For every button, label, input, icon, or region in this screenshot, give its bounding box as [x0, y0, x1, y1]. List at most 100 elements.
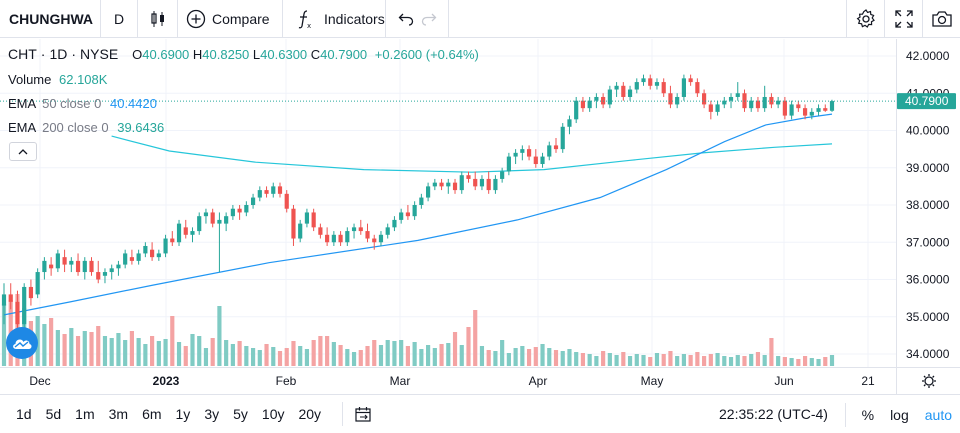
volume-bar	[493, 351, 498, 366]
legend-ticker: CHT	[8, 46, 37, 62]
volume-legend[interactable]: Volume 62.108K	[8, 72, 107, 87]
volume-bar	[439, 344, 444, 366]
chart-type-button[interactable]	[138, 0, 178, 38]
candle-body	[82, 260, 87, 273]
volume-bar	[634, 354, 639, 366]
volume-bar	[190, 334, 195, 366]
log-scale-button[interactable]: log	[890, 406, 909, 423]
fullscreen-icon	[894, 10, 913, 28]
symbol-search-button[interactable]: CHUNGHWA	[0, 0, 101, 38]
redo-icon[interactable]	[421, 12, 437, 26]
ema200-legend[interactable]: EMA 200 close 0 39.6436	[8, 120, 164, 135]
volume-bar	[574, 352, 579, 366]
volume-bar	[749, 354, 754, 366]
volume-bar	[42, 324, 47, 366]
volume-bar	[55, 330, 60, 366]
range-6m-button[interactable]: 6m	[142, 406, 162, 422]
candle-body	[540, 156, 545, 165]
volume-bar	[479, 346, 485, 366]
volume-bar	[156, 341, 161, 366]
candle-body	[190, 231, 195, 235]
range-1d-button[interactable]: 1d	[16, 406, 32, 422]
time-label-21: 21	[861, 374, 875, 388]
volume-bar	[661, 354, 666, 366]
candle-body	[89, 260, 94, 273]
legend-collapse-button[interactable]	[9, 142, 37, 161]
range-1y-button[interactable]: 1y	[175, 406, 191, 422]
volume-bar	[473, 310, 478, 366]
volume-bar	[829, 355, 835, 366]
range-3y-button[interactable]: 3y	[204, 406, 220, 422]
volume-bar	[782, 357, 787, 366]
candle-body	[244, 205, 249, 213]
volume-bar	[210, 338, 215, 366]
volume-bar	[102, 336, 108, 366]
volume-bar	[809, 358, 814, 366]
candle-body	[823, 108, 828, 111]
candle-body	[513, 152, 518, 157]
candle-body	[123, 253, 128, 265]
price-chart[interactable]: 42.000041.000040.000039.000038.000037.00…	[0, 39, 960, 367]
candle-body	[500, 171, 505, 179]
volume-bar	[742, 356, 747, 366]
volume-bar	[823, 357, 828, 366]
candle-body	[526, 149, 532, 157]
range-10y-button[interactable]: 10y	[261, 406, 285, 422]
volume-bar	[627, 356, 633, 366]
candle-body	[351, 227, 357, 232]
undo-icon[interactable]	[398, 12, 414, 26]
interval-button[interactable]: D	[101, 0, 138, 38]
percent-scale-button[interactable]: %	[861, 406, 875, 423]
range-3m-button[interactable]: 3m	[108, 406, 129, 422]
bottom-separator	[844, 402, 846, 427]
volume-bar	[116, 333, 121, 366]
price-tick-label: 40.0000	[906, 124, 950, 138]
volume-bar	[553, 350, 559, 366]
clock-timezone[interactable]: 22:35:22 (UTC-4)	[719, 406, 828, 422]
fullscreen-button[interactable]	[884, 0, 922, 38]
candle-body	[298, 223, 303, 239]
tradingview-logo[interactable]	[6, 327, 38, 359]
volume-bar	[688, 355, 693, 366]
close-label: C	[310, 47, 321, 62]
compare-button[interactable]: Compare	[178, 0, 283, 38]
main-legend: CHT · 1D · NYSE O40.6900 H40.8250 L40.63…	[8, 46, 479, 62]
screenshot-button[interactable]	[922, 0, 960, 38]
legend-sep-2: ·	[71, 46, 77, 62]
axis-settings-button[interactable]	[897, 367, 960, 394]
candle-body	[210, 212, 215, 224]
range-1m-button[interactable]: 1m	[75, 406, 95, 422]
candle-body	[466, 175, 471, 179]
volume-bar	[762, 355, 767, 366]
price-tick-label: 35.0000	[906, 310, 950, 324]
time-label-apr: Apr	[528, 374, 548, 388]
candle-body	[432, 182, 437, 187]
volume-bar	[459, 345, 464, 366]
volume-bar	[372, 340, 377, 366]
ohlc-values: O40.6900 H40.8250 L40.6300 C40.7900 +0.2…	[132, 47, 479, 62]
candle-body	[170, 238, 175, 243]
auto-scale-button[interactable]: auto	[924, 406, 952, 423]
volume-bar	[621, 352, 626, 366]
ema50-legend[interactable]: EMA 50 close 0 40.4420	[8, 96, 157, 111]
settings-button[interactable]	[846, 0, 884, 38]
range-5y-button[interactable]: 5y	[233, 406, 248, 422]
go-to-date-button[interactable]	[342, 402, 373, 426]
symbol-name: CHUNGHWA	[9, 10, 93, 27]
candle-body	[782, 100, 787, 116]
volume-bar	[486, 350, 491, 366]
range-20y-button[interactable]: 20y	[298, 406, 322, 422]
interval-label: D	[113, 10, 125, 27]
time-axis[interactable]: Dec 2023 Feb Mar Apr May Jun 21	[0, 367, 896, 394]
volume-bar	[284, 348, 289, 366]
candle-body	[203, 212, 209, 217]
indicators-button[interactable]: x Indicators	[283, 0, 386, 38]
candle-body	[796, 104, 801, 109]
candle-body	[271, 186, 276, 194]
volume-bar	[399, 340, 404, 366]
range-5d-button[interactable]: 5d	[45, 406, 62, 422]
volume-bar	[500, 340, 505, 366]
volume-bar	[466, 327, 471, 366]
volume-bar	[170, 316, 175, 366]
candle-body	[755, 100, 761, 109]
